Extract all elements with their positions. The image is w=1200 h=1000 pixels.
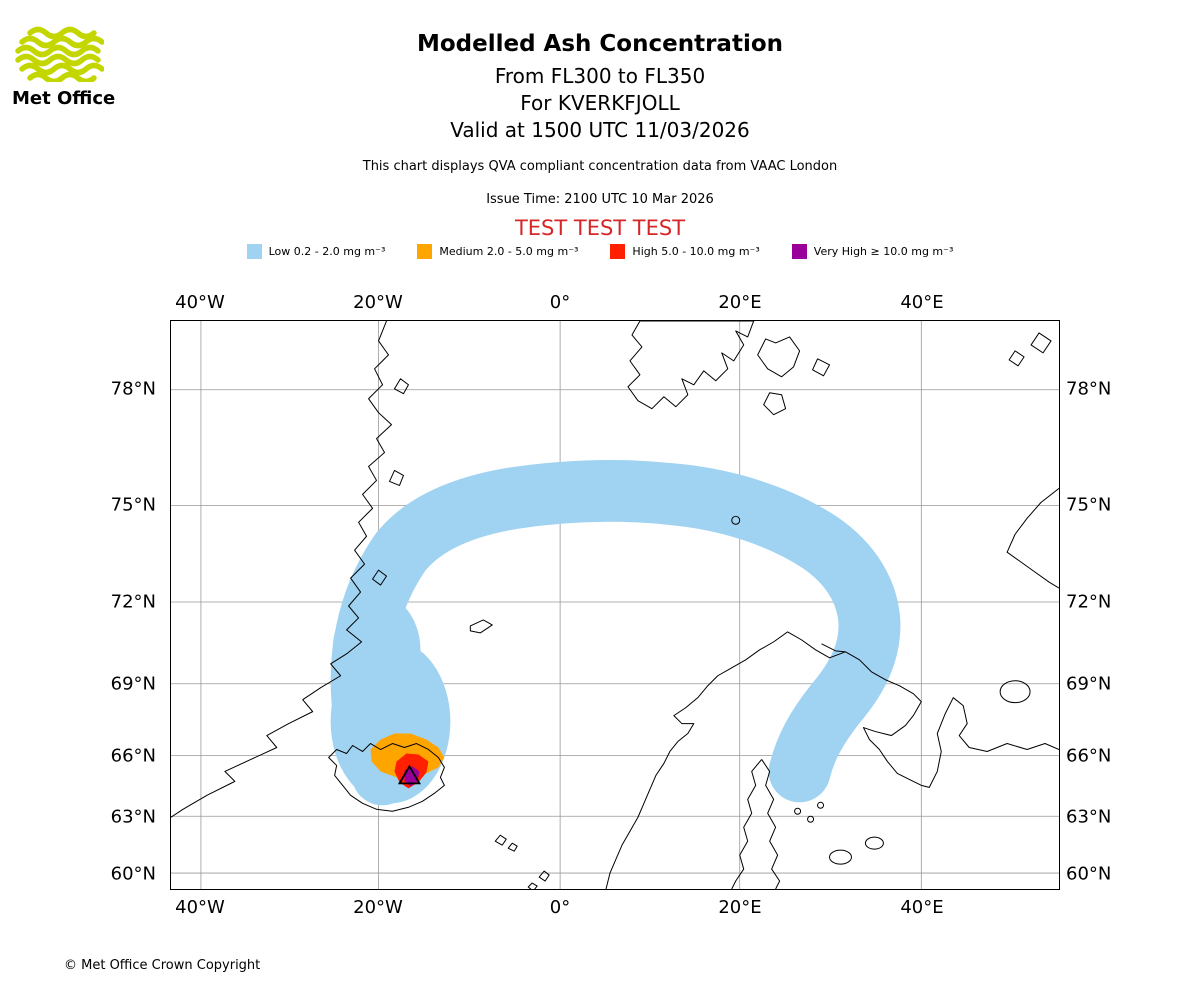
x-tick-label: 20°W: [353, 292, 403, 313]
x-tick-label: 40°E: [900, 292, 944, 313]
y-tick-label: 66°N: [1066, 745, 1112, 767]
y-tick-label: 69°N: [1066, 673, 1112, 695]
met-office-waves-icon: [15, 26, 105, 85]
volcano-marker-icon: [397, 764, 422, 785]
legend-label-medium: Medium 2.0 - 5.0 mg m⁻³: [439, 245, 579, 258]
page-title: Modelled Ash Concentration: [416, 31, 784, 57]
y-tick-label: 63°N: [110, 806, 156, 828]
ash-area-very-high: [404, 766, 420, 787]
legend-label-low: Low 0.2 - 2.0 mg m⁻³: [268, 245, 386, 258]
valid-time-subtitle: Valid at 1500 UTC 11/03/2026: [450, 118, 750, 142]
y-tick-label: 75°N: [110, 494, 156, 516]
x-tick-label: 0°: [549, 897, 571, 918]
test-banner: TEST TEST TEST: [514, 216, 686, 240]
grid-lines: [171, 321, 1059, 889]
ash-map: [171, 321, 1059, 889]
compliance-note: This chart displays QVA compliant concen…: [362, 159, 838, 174]
y-tick-label: 63°N: [1066, 806, 1112, 828]
coastlines: [171, 321, 1059, 889]
y-tick-label: 72°N: [110, 591, 156, 613]
legend-item-medium: Medium 2.0 - 5.0 mg m⁻³: [417, 244, 578, 259]
legend-swatch-medium: [417, 244, 433, 259]
legend-swatch-very-high: [791, 244, 807, 259]
legend-label-very-high: Very High ≥ 10.0 mg m⁻³: [813, 245, 954, 258]
legend-label-high: High 5.0 - 10.0 mg m⁻³: [632, 245, 760, 258]
copyright-text: © Met Office Crown Copyright: [64, 958, 261, 973]
y-tick-label: 60°N: [110, 863, 156, 885]
concentration-legend: Low 0.2 - 2.0 mg m⁻³ Medium 2.0 - 5.0 mg…: [0, 244, 1200, 259]
met-office-logo: Met Office: [12, 26, 132, 109]
legend-item-very-high: Very High ≥ 10.0 mg m⁻³: [791, 244, 954, 259]
y-tick-label: 78°N: [110, 378, 156, 400]
legend-swatch-low: [246, 244, 262, 259]
legend-item-low: Low 0.2 - 2.0 mg m⁻³: [246, 244, 386, 259]
x-tick-label: 40°W: [175, 292, 225, 313]
x-tick-label: 0°: [549, 292, 571, 313]
y-tick-label: 66°N: [110, 745, 156, 767]
met-office-logo-text: Met Office: [12, 88, 116, 109]
x-tick-label: 40°E: [900, 897, 944, 918]
y-tick-label: 78°N: [1066, 378, 1112, 400]
issue-time: Issue Time: 2100 UTC 10 Mar 2026: [486, 192, 714, 207]
x-tick-label: 20°E: [718, 897, 762, 918]
map-frame: [170, 320, 1060, 890]
x-tick-label: 20°W: [353, 897, 403, 918]
y-tick-label: 75°N: [1066, 494, 1112, 516]
flight-level-subtitle: From FL300 to FL350: [494, 64, 706, 88]
y-tick-label: 60°N: [1066, 863, 1112, 885]
volcano-subtitle: For KVERKFJOLL: [520, 91, 680, 115]
legend-item-high: High 5.0 - 10.0 mg m⁻³: [610, 244, 760, 259]
legend-swatch-high: [610, 244, 626, 259]
x-tick-label: 40°W: [175, 897, 225, 918]
y-tick-label: 69°N: [110, 673, 156, 695]
y-tick-label: 72°N: [1066, 591, 1112, 613]
x-tick-label: 20°E: [718, 292, 762, 313]
